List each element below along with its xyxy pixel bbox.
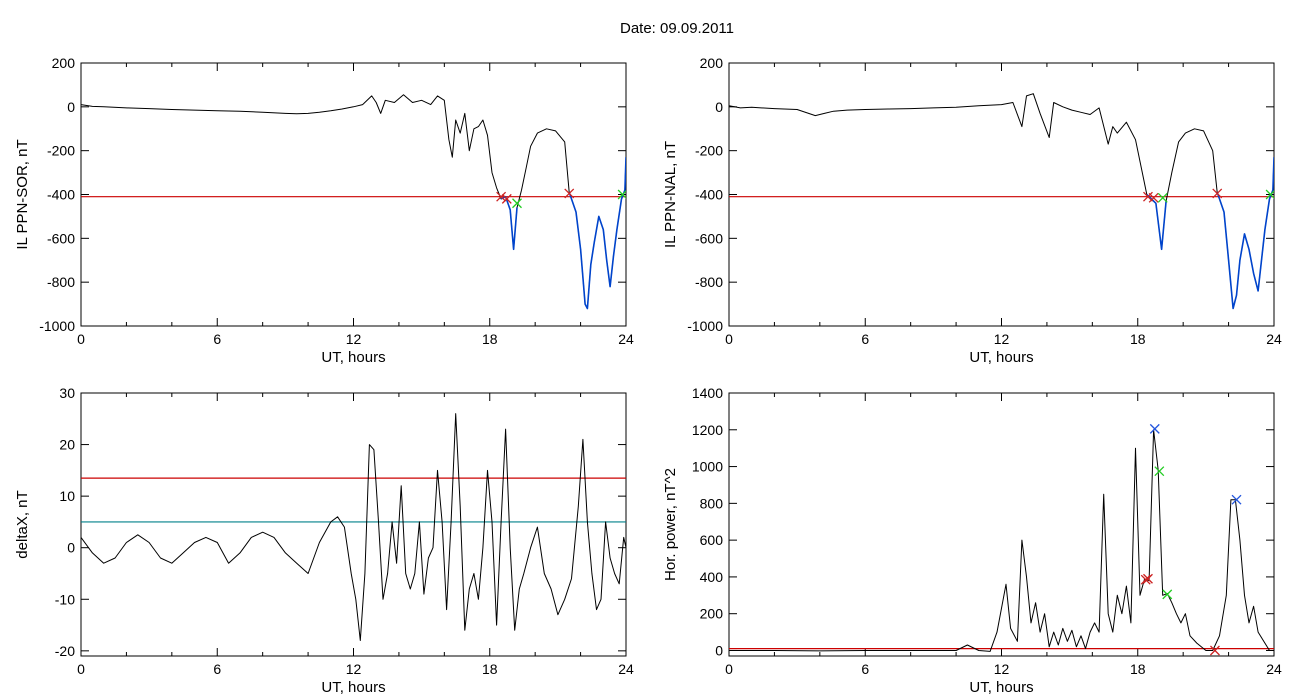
x-tick-label: 0	[725, 331, 733, 347]
marker-red	[564, 188, 575, 199]
x-tick-label: 12	[994, 331, 1010, 347]
marker-green	[617, 189, 626, 200]
y-tick-label: 30	[59, 385, 75, 401]
x-tick-label: 0	[77, 661, 85, 677]
y-ticks: -1000 -800 -600 -400 -200 0 200	[39, 55, 626, 334]
figure-title: Date: 09.09.2011	[620, 20, 734, 37]
x-ticks: 0 6 12 18 24	[77, 63, 634, 347]
plot-frame	[80, 392, 627, 657]
x-tick-label: 6	[861, 661, 869, 677]
x-tick-label: 0	[725, 661, 733, 677]
series-line-1	[81, 413, 626, 641]
y-tick-label: 400	[700, 569, 724, 585]
y-tick-label: 800	[700, 495, 724, 511]
x-axis-label: UT, hours	[321, 349, 385, 366]
highlight-segment-1	[500, 195, 518, 251]
series-line-1	[81, 94, 626, 309]
marker-red	[501, 193, 512, 204]
x-tick-label: 24	[1266, 331, 1282, 347]
x-axis-label: UT, hours	[969, 349, 1033, 366]
marker-red	[1212, 188, 1223, 199]
x-tick-label: 24	[618, 331, 634, 347]
x-tick-label: 24	[618, 661, 634, 677]
marker-red	[1143, 573, 1153, 584]
marker-green	[1265, 189, 1274, 200]
y-tick-label: 0	[67, 99, 75, 115]
y-tick-label: -800	[47, 274, 75, 290]
marker-blue	[1149, 423, 1160, 434]
y-tick-label: -600	[47, 230, 75, 246]
marker-red	[1148, 192, 1159, 203]
y-tick-label: -200	[695, 143, 723, 159]
y-axis-label: Hor. power, nT^2	[662, 468, 679, 581]
marker-green	[1157, 192, 1168, 203]
x-tick-label: 24	[1266, 661, 1282, 677]
x-tick-label: 0	[77, 331, 85, 347]
marker-green	[1162, 589, 1173, 600]
marker-red	[1140, 574, 1151, 585]
y-tick-label: -400	[695, 187, 723, 203]
x-tick-label: 18	[482, 331, 498, 347]
x-tick-label: 12	[346, 331, 362, 347]
x-tick-label: 6	[213, 331, 221, 347]
x-ticks: 0 6 12 18 24	[725, 393, 1282, 677]
plot-frame	[728, 392, 1275, 657]
y-tick-label: -1000	[39, 318, 75, 334]
panel-4: 0 6 12 18 24 0 200 400 600 800 1000 1200 1400 UT, hou…	[662, 385, 1282, 696]
y-tick-label: 200	[700, 55, 724, 71]
y-tick-label: -200	[47, 143, 75, 159]
x-axis-label: UT, hours	[321, 679, 385, 696]
marker-green	[512, 198, 522, 209]
x-tick-label: 12	[994, 661, 1010, 677]
x-ticks: 0 6 12 18 24	[77, 393, 634, 677]
y-tick-label: -600	[695, 230, 723, 246]
panel-2: 0 6 12 18 24 -1000 -800 -600 -400 -200 0 200 UT, hou…	[662, 55, 1282, 366]
y-tick-label: -800	[695, 274, 723, 290]
y-tick-label: 600	[700, 532, 724, 548]
series-line-1	[729, 429, 1274, 652]
x-axis-label: UT, hours	[969, 679, 1033, 696]
y-tick-label: 1200	[692, 422, 723, 438]
y-tick-label: -400	[47, 187, 75, 203]
marker-red	[496, 191, 507, 202]
y-ticks: -20 -10 0 10 20 30	[55, 385, 626, 659]
marker-green	[1154, 466, 1165, 477]
y-tick-label: -10	[55, 591, 75, 607]
plot-frame	[80, 62, 627, 327]
y-tick-label: -20	[55, 643, 75, 659]
marker-red	[1209, 645, 1220, 656]
series-line-1	[729, 93, 1274, 309]
y-tick-label: 20	[59, 437, 75, 453]
x-tick-label: 18	[1130, 661, 1146, 677]
y-tick-label: 1000	[692, 459, 723, 475]
y-tick-label: 0	[715, 642, 723, 658]
panel-3: 0 6 12 18 24 -20 -10 0 10 20 30 UT, hours deltaX, nT	[14, 385, 634, 696]
y-tick-label: 10	[59, 488, 75, 504]
plot-frame	[728, 62, 1275, 327]
y-tick-label: 0	[715, 99, 723, 115]
y-tick-label: 0	[67, 540, 75, 556]
y-tick-label: 200	[700, 606, 724, 622]
y-tick-label: 1400	[692, 385, 723, 401]
x-tick-label: 6	[861, 331, 869, 347]
highlight-segment-2	[568, 157, 626, 310]
x-ticks: 0 6 12 18 24	[725, 63, 1282, 347]
y-axis-label: IL PPN-SOR, nT	[14, 139, 31, 249]
y-tick-label: -1000	[687, 318, 723, 334]
y-axis-label: IL PPN-NAL, nT	[662, 141, 679, 248]
panel-1: 0 6 12 18 24 -1000 -800 -600 -400 -200 0 200 UT, hou…	[14, 55, 634, 366]
y-axis-label: deltaX, nT	[14, 490, 31, 558]
marker-blue	[1231, 494, 1242, 505]
x-tick-label: 6	[213, 661, 221, 677]
highlight-segment-2	[1216, 157, 1274, 310]
y-tick-label: 200	[52, 55, 76, 71]
x-tick-label: 12	[346, 661, 362, 677]
x-tick-label: 18	[1130, 331, 1146, 347]
highlight-segment-1	[1146, 193, 1167, 251]
x-tick-label: 18	[482, 661, 498, 677]
y-ticks: -1000 -800 -600 -400 -200 0 200	[687, 55, 1274, 334]
